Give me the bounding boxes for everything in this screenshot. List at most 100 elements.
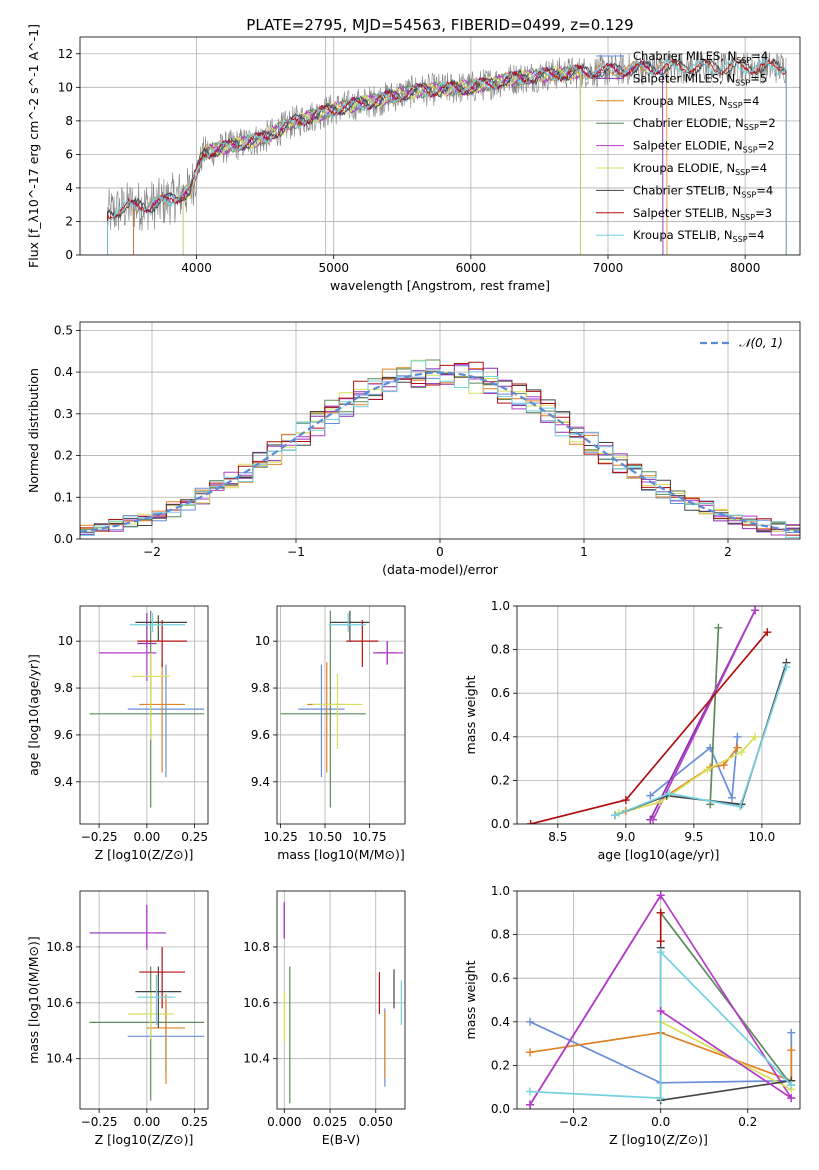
series-chabrier-miles: [646, 732, 742, 802]
x-tick-label: 0.000: [267, 1115, 301, 1129]
series-marker: [656, 937, 665, 946]
x-tick-label: 1: [580, 545, 588, 559]
errorbar-salpeter-stelib: [137, 620, 187, 667]
series-marker: [733, 743, 742, 752]
y-tick-label: 9.8: [251, 681, 270, 695]
x-axis-label: wavelength [Angstrom, rest frame]: [330, 278, 550, 293]
errorbar-kroupa-stelib: [129, 613, 186, 632]
x-tick-label: 0.0: [651, 1115, 670, 1129]
legend-rest: =2: [759, 116, 776, 130]
x-tick-label: 8.5: [548, 830, 567, 844]
legend-label: Salpeter MILES, NSSP=5: [633, 71, 767, 87]
series-marker: [655, 798, 664, 807]
errorbar-salpeter-elodie: [137, 904, 157, 950]
model-line-chabrier-stelib: [107, 58, 787, 255]
errorbar-salpeter-miles: [89, 904, 166, 947]
series-marker: [736, 802, 745, 811]
series-marker: [649, 815, 658, 824]
errorbar-kroupa-miles: [146, 994, 186, 1084]
y-tick-label: 0: [65, 248, 73, 262]
x-tick-label: 0.25: [181, 830, 208, 844]
series-salpeter-miles: [646, 606, 760, 824]
series-kroupa-stelib: [610, 663, 791, 820]
y-tick-label: 0.2: [491, 773, 510, 787]
legend-label: Chabrier ELODIE, NSSP=2: [633, 116, 776, 132]
x-tick-label: −0.25: [81, 1115, 118, 1129]
y-axis-label: Normed distribution: [26, 368, 41, 493]
panels-group: 4000 5000 6000 7000 8000024681012wavelength …: [26, 24, 801, 1147]
legend-rest: =3: [755, 206, 772, 220]
legend-label: Kroupa MILES, NSSP=4: [633, 94, 759, 110]
series-marker: [733, 732, 742, 741]
series-kroupa-stelib: [526, 948, 796, 1103]
y-tick-label: 10.6: [243, 996, 270, 1010]
x-axis-label: Z [log10(Z/Z⊙)]: [609, 1132, 708, 1147]
y-tick-label: 1.0: [491, 884, 510, 898]
x-axis-label: Z [log10(Z/Z⊙)]: [95, 1132, 194, 1147]
legend-label: Salpeter STELIB, NSSP=3: [633, 206, 772, 222]
errorbar-kroupa-stelib: [328, 613, 366, 632]
series-marker: [646, 791, 655, 800]
series-line: [529, 1031, 793, 1082]
series-marker: [751, 732, 760, 741]
axes-frame: [516, 605, 801, 825]
y-tick-label: 10.4: [46, 1052, 73, 1066]
y-tick-label: 2: [65, 214, 73, 228]
errorbar-kroupa-elodie: [312, 673, 363, 749]
series-salpeter-elodie: [656, 1006, 796, 1103]
errorbar-kroupa-elodie: [127, 991, 174, 1040]
axes-frame: [276, 605, 406, 825]
x-tick-label: −0.25: [81, 830, 118, 844]
x-axis-label: E(B-V): [322, 1132, 361, 1147]
errorbar-kroupa-elodie: [131, 652, 170, 740]
legend-sub: SSP: [741, 190, 756, 199]
y-axis-label: age [log10(age/yr)]: [26, 654, 41, 776]
series-salpeter-elodie: [649, 606, 760, 824]
series-line: [709, 627, 720, 805]
legend-sub: SSP: [743, 146, 758, 155]
x-tick-label: 0.2: [738, 1115, 757, 1129]
errorbar-salpeter-elodie: [99, 641, 157, 682]
x-tick-label: 0: [436, 545, 444, 559]
y-tick-label: 0.0: [54, 532, 73, 546]
y-tick-label: 1.0: [491, 599, 510, 613]
series-line: [614, 666, 788, 817]
legend-label: Kroupa STELIB, NSSP=4: [633, 228, 764, 244]
model-line-kroupa-elodie: [182, 65, 581, 255]
errorbar-salpeter-elodie: [373, 641, 404, 665]
legend-rest: =5: [750, 71, 767, 85]
y-tick-label: 0.1: [54, 490, 73, 504]
errorbar-kroupa-miles: [307, 662, 347, 773]
legend-label: Kroupa ELODIE, NSSP=4: [633, 161, 767, 177]
y-tick-label: 9.6: [54, 728, 73, 742]
y-axis-label: mass weight: [463, 960, 478, 1039]
series-line: [530, 949, 792, 1099]
errorbar-salpeter-stelib: [346, 620, 379, 667]
grid-spectrum: [80, 37, 800, 255]
panel-age_vs_mass: 10.25 10.50 10.75 9.4 9.6 9.8 10 mass [log10(M/…: [251, 605, 406, 862]
figure-title: PLATE=2795, MJD=54563, FIBERID=0499, z=0…: [246, 16, 633, 34]
legend-sub: SSP: [728, 101, 743, 110]
y-tick-label: 9.4: [251, 775, 270, 789]
spectrum-legend: Chabrier MILES, NSSP=4 Salpeter MILES, NS…: [596, 49, 776, 244]
grid-weight_vs_age: [517, 606, 800, 824]
x-axis-label: (data-model)/error: [382, 562, 499, 577]
x-axis-label: age [log10(age/yr)]: [598, 847, 720, 862]
series-line: [652, 610, 756, 820]
y-tick-label: 0.4: [54, 365, 73, 379]
y-tick-label: 9.8: [54, 681, 73, 695]
series-line: [660, 1010, 792, 1099]
y-tick-label: 0.5: [54, 323, 73, 337]
x-tick-label: −1: [287, 545, 305, 559]
x-tick-label: 0.025: [313, 1115, 347, 1129]
errorbar-salpeter-stelib: [139, 946, 186, 1009]
series-chabrier-stelib: [610, 658, 791, 820]
y-axis-label: mass weight: [463, 675, 478, 754]
y-axis-label: mass [log10(M/M⊙)]: [26, 936, 41, 1064]
errorbar-chabrier-miles: [127, 664, 205, 778]
hist-kroupa-stelib: [80, 360, 800, 539]
series-marker: [526, 820, 535, 824]
panel-age_vs_Z: −0.25 0.00 0.25 9.4 9.6 9.8 10 Z [log10(Z/Z⊙)] a…: [26, 605, 209, 862]
x-tick-label: 2: [724, 545, 732, 559]
y-tick-label: 10: [255, 634, 270, 648]
